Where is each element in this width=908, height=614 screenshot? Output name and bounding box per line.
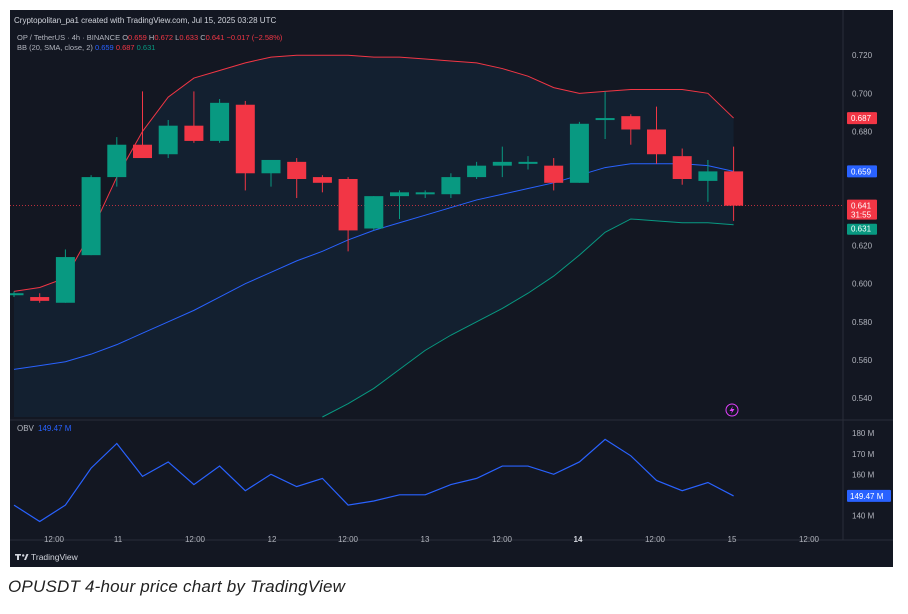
obv-legend-value: 149.47 M <box>38 424 72 433</box>
symbol-line: OP / TetherUS · 4h · BINANCE O0.659 H0.6… <box>17 33 283 42</box>
obv-tick-label: 180 M <box>852 429 875 438</box>
candle-body <box>698 171 718 181</box>
candle-body <box>10 293 24 296</box>
candle-body <box>30 297 50 301</box>
ohlc-key: C <box>200 33 206 42</box>
candle-body <box>724 171 744 206</box>
candle-body <box>647 129 666 155</box>
time-tick-label: 12:00 <box>338 535 359 544</box>
ohlc-key: H <box>149 33 154 42</box>
obv-last-bg <box>847 489 891 502</box>
obv-tick-label: 140 M <box>852 511 875 520</box>
last-price-bg <box>847 199 877 220</box>
bb-label: BB (20, SMA, close, 2) <box>17 43 95 52</box>
lower-band-label: 0.631 <box>851 225 872 234</box>
figure-caption: OPUSDT 4-hour price chart by TradingView <box>8 577 346 596</box>
time-tick-label: 12:00 <box>185 535 206 544</box>
price-tick-label: 0.700 <box>852 89 873 98</box>
candle-body <box>81 177 101 256</box>
candle-body <box>261 159 281 174</box>
candle-body <box>107 144 127 178</box>
symbol-name: OP / TetherUS · 4h · BINANCE <box>17 33 122 42</box>
obv-last-label: 149.47 M <box>850 492 884 501</box>
candle-body <box>595 118 615 121</box>
price-tick-label: 0.680 <box>852 127 873 136</box>
upper-band-label-bg <box>847 112 877 125</box>
time-tick-label: 13 <box>421 535 430 544</box>
countdown-label: 31:55 <box>851 211 872 220</box>
price-tick-label: 0.560 <box>852 356 873 365</box>
bb-value: 0.687 <box>116 43 137 52</box>
bb-value: 0.659 <box>95 43 116 52</box>
price-tick-label: 0.620 <box>852 242 873 251</box>
bb-lower-line <box>322 218 734 418</box>
bb-value: 0.631 <box>137 43 156 52</box>
tradingview-logo-icon <box>15 554 21 560</box>
basis-label: 0.659 <box>851 167 872 176</box>
chart-canvas: 0.7200.7000.6800.6600.6400.6200.6000.580… <box>10 10 893 562</box>
candle-body <box>518 161 538 164</box>
candle-body <box>415 192 435 195</box>
candle-body <box>441 177 461 195</box>
time-tick-label: 15 <box>728 535 737 544</box>
bollinger-fill <box>14 55 734 417</box>
candle-body <box>492 161 512 166</box>
candle-body <box>287 161 307 179</box>
candle-body <box>467 165 487 178</box>
time-tick-label: 12:00 <box>44 535 65 544</box>
candle-body <box>158 125 178 155</box>
obv-tick-label: 170 M <box>852 450 875 459</box>
credit-text: Cryptopolitan_pa1 created with TradingVi… <box>14 16 276 25</box>
candle-body <box>312 177 332 183</box>
candle-body <box>338 178 358 231</box>
lightning-icon <box>725 403 739 417</box>
ohlc-value: 0.633 <box>179 33 200 42</box>
basis-label-bg <box>847 165 877 178</box>
candle-body <box>184 125 204 141</box>
price-tick-label: 0.580 <box>852 318 873 327</box>
candle-body <box>133 144 152 159</box>
tradingview-logo-dot <box>22 554 25 557</box>
candle-body <box>544 165 564 183</box>
lightning-icon-glyph <box>729 406 735 414</box>
obv-line <box>13 438 734 523</box>
bb-legend: BB (20, SMA, close, 2) 0.659 0.687 0.631 <box>17 43 155 52</box>
time-tick-label: 12:00 <box>799 535 820 544</box>
change-value: −0.017 (−2.58%) <box>226 33 282 42</box>
candle-body <box>55 257 75 303</box>
tradingview-brand: TradingView <box>31 552 79 562</box>
candle-body <box>569 123 589 183</box>
ohlc-key: O <box>122 33 128 42</box>
time-tick-label: 11 <box>114 535 123 544</box>
candle-body <box>210 102 230 141</box>
candle-body <box>235 104 255 174</box>
chart-frame: 0.7200.7000.6800.6600.6400.6200.6000.580… <box>10 10 893 567</box>
obv-tick-label: 160 M <box>852 470 875 479</box>
candle-body <box>621 116 641 130</box>
last-price-label: 0.641 <box>851 202 872 211</box>
candle-body <box>390 192 409 197</box>
time-tick-label: 14 <box>574 535 583 544</box>
time-tick-label: 12:00 <box>492 535 513 544</box>
price-tick-label: 0.720 <box>852 51 873 60</box>
time-tick-label: 12:00 <box>645 535 666 544</box>
price-tick-label: 0.600 <box>852 280 873 289</box>
ohlc-value: 0.641 <box>206 33 227 42</box>
time-tick-label: 12 <box>268 535 277 544</box>
ohlc-key: L <box>175 33 179 42</box>
ohlc-value: 0.672 <box>154 33 175 42</box>
lower-band-label-bg <box>847 223 877 235</box>
candle-body <box>672 156 692 179</box>
obv-legend: OBV <box>17 424 35 433</box>
ohlc-value: 0.659 <box>128 33 149 42</box>
tradingview-logo-shape <box>24 554 29 560</box>
price-tick-label: 0.540 <box>852 394 873 403</box>
upper-band-label: 0.687 <box>851 114 872 123</box>
candle-body <box>364 196 384 229</box>
